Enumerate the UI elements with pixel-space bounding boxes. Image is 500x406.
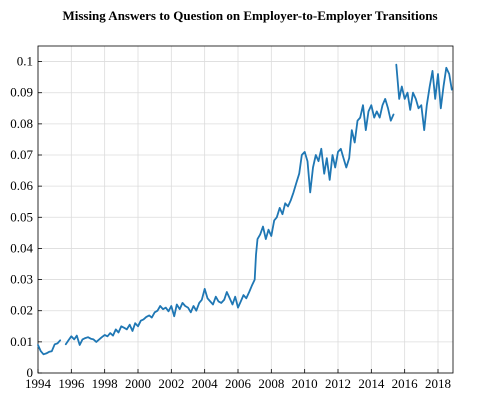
- x-tick-label: 2000: [125, 376, 151, 391]
- series-line-segment: [395, 63, 453, 132]
- x-tick-label: 2006: [225, 376, 252, 391]
- x-tick-label: 2004: [192, 376, 219, 391]
- y-tick-label: 0.1: [17, 54, 33, 69]
- x-tick-label: 2012: [325, 376, 351, 391]
- x-tick-label: 2016: [392, 376, 419, 391]
- series-line-segment: [64, 98, 395, 346]
- y-tick-label: 0.09: [10, 85, 33, 100]
- x-tick-label: 2018: [425, 376, 451, 391]
- chart-title: Missing Answers to Question on Employer-…: [62, 8, 438, 23]
- y-tick-label: 0.05: [10, 209, 33, 224]
- series-line-segment: [37, 339, 62, 356]
- x-tick-label: 2014: [358, 376, 385, 391]
- y-tick-label: 0.07: [10, 147, 33, 162]
- y-tick-label: 0.04: [10, 240, 33, 255]
- y-tick-label: 0: [27, 365, 34, 380]
- y-tick-label: 0.03: [10, 272, 33, 287]
- x-tick-label: 1998: [92, 376, 118, 391]
- y-tick-label: 0.06: [10, 178, 33, 193]
- x-tick-label: 2010: [292, 376, 318, 391]
- x-tick-label: 1994: [25, 376, 52, 391]
- y-tick-label: 0.01: [10, 334, 33, 349]
- x-tick-label: 2002: [158, 376, 184, 391]
- x-tick-label: 1996: [58, 376, 85, 391]
- plot-frame: [37, 45, 454, 374]
- x-tick-label: 2008: [258, 376, 284, 391]
- y-tick-label: 0.02: [10, 303, 33, 318]
- y-tick-label: 0.08: [10, 116, 33, 131]
